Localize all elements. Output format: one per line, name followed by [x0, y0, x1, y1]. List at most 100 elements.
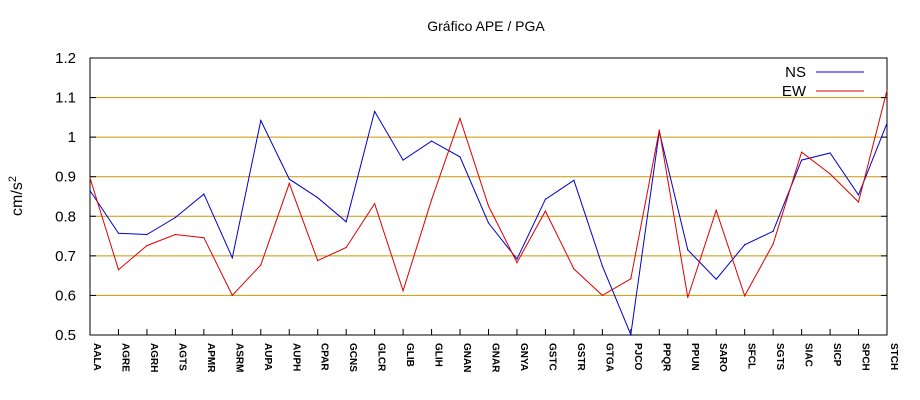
- y-axis-label-exponent: 2: [7, 176, 19, 182]
- legend-label-ns: NS: [785, 64, 806, 81]
- data-point-ns: [459, 156, 461, 158]
- data-point-ns: [630, 334, 632, 336]
- data-point-ns: [374, 110, 376, 113]
- data-point-ew: [516, 261, 518, 264]
- x-axis: AALA AGRE AGRH AGTS APMR ASRM AUPA AUPH CPAR GCNS…: [89, 329, 899, 373]
- data-point-ns: [430, 140, 433, 142]
- x-tick-label: STCH: [888, 343, 899, 370]
- data-point-ns: [772, 230, 774, 232]
- x-tick-label: SGTS: [774, 343, 785, 371]
- y-axis-label: cm/s2: [7, 176, 26, 216]
- chart-title: Gráfico APE / PGA: [427, 18, 545, 34]
- data-point-ew: [801, 151, 803, 153]
- data-point-ns: [715, 278, 717, 280]
- x-tick-label: SICP: [831, 343, 842, 367]
- y-tick-label: 0.9: [55, 169, 76, 186]
- data-point-ew: [317, 260, 319, 262]
- x-tick-label: SPCH: [860, 343, 871, 371]
- data-point-ns: [203, 193, 205, 195]
- data-point-ns: [801, 159, 803, 161]
- x-tick-label: GTGA: [603, 343, 614, 372]
- y-tick-label: 0.6: [55, 287, 76, 304]
- data-point-ns: [829, 152, 831, 154]
- plot-frame: [89, 57, 888, 336]
- legend: NS EW: [782, 64, 864, 100]
- data-point-ew: [345, 246, 347, 249]
- data-point-ns: [886, 122, 888, 124]
- grid: [90, 97, 887, 296]
- x-tick-label: PJCO: [632, 343, 643, 370]
- x-tick-label: GLIB: [404, 343, 415, 367]
- data-point-ew: [174, 233, 176, 236]
- data-point-ew: [772, 243, 774, 245]
- x-tick-label: AALA: [91, 343, 102, 371]
- data-point-ns: [402, 159, 404, 161]
- data-point-ew: [231, 294, 233, 297]
- data-point-ew: [260, 264, 262, 266]
- x-tick-label: AUPH: [290, 343, 301, 371]
- series-group: [89, 89, 888, 337]
- data-point-ew: [544, 210, 547, 212]
- data-point-ew: [117, 269, 120, 271]
- data-point-ns: [573, 179, 575, 181]
- data-point-ew: [146, 244, 148, 247]
- x-tick-label: GSTR: [575, 343, 586, 372]
- data-point-ns: [345, 221, 347, 223]
- data-point-ew: [374, 203, 376, 205]
- data-point-ew: [459, 117, 461, 120]
- y-tick-label: 0.8: [55, 208, 76, 225]
- data-point-ns: [260, 119, 262, 122]
- data-point-ns: [487, 222, 490, 224]
- data-point-ew: [487, 205, 490, 207]
- data-point-ew: [658, 129, 660, 131]
- x-tick-label: AGTS: [176, 343, 187, 371]
- x-tick-label: PPQR: [660, 343, 671, 372]
- legend-label-ew: EW: [782, 83, 807, 100]
- x-tick-label: GNAN: [461, 343, 472, 372]
- data-point-ew: [601, 294, 603, 297]
- y-axis: 0.5 0.6 0.7 0.8 0.9 1 1.1 1.2: [55, 50, 887, 344]
- data-point-ew: [630, 278, 632, 280]
- data-point-ns: [117, 232, 120, 234]
- y-tick-label: 1: [68, 129, 76, 146]
- x-tick-label: SFCL: [746, 343, 757, 369]
- y-tick-label: 0.5: [55, 327, 76, 344]
- data-point-ew: [89, 177, 91, 179]
- x-tick-label: SIAC: [803, 343, 814, 367]
- data-point-ew: [687, 296, 689, 299]
- x-tick-label: APMR: [205, 343, 216, 373]
- data-point-ns: [857, 194, 860, 196]
- x-tick-label: AGRH: [148, 343, 159, 372]
- data-point-ew: [430, 199, 433, 201]
- data-point-ns: [687, 249, 689, 251]
- data-point-ns: [744, 244, 746, 246]
- x-tick-label: GLCR: [376, 343, 387, 372]
- data-point-ns: [89, 189, 91, 192]
- x-tick-label: PPUN: [689, 343, 700, 371]
- x-tick-label: AGRE: [119, 343, 130, 372]
- y-tick-label: 1.2: [55, 50, 76, 67]
- x-tick-label: ASRM: [233, 343, 244, 372]
- data-point-ns: [146, 233, 148, 236]
- data-point-ns: [317, 197, 319, 199]
- data-point-ew: [857, 201, 860, 203]
- data-point-ns: [544, 198, 547, 200]
- data-point-ew: [829, 173, 831, 175]
- x-tick-label: AUPA: [262, 343, 273, 371]
- data-point-ns: [174, 216, 176, 219]
- x-tick-label: SARO: [717, 343, 728, 372]
- x-tick-label: GLIH: [433, 343, 444, 367]
- y-tick-label: 1.1: [55, 90, 76, 107]
- y-tick-label: 0.7: [55, 248, 76, 265]
- data-point-ns: [516, 258, 518, 260]
- x-tick-label: CPAR: [319, 343, 330, 371]
- x-tick-label: GCNS: [347, 343, 358, 372]
- x-tick-label: GNAR: [490, 343, 501, 373]
- data-point-ew: [573, 268, 575, 270]
- data-point-ew: [203, 237, 205, 239]
- x-tick-label: GNYA: [518, 343, 529, 371]
- series-line-ew: [89, 90, 888, 298]
- data-point-ns: [288, 178, 290, 180]
- data-point-ew: [744, 295, 746, 297]
